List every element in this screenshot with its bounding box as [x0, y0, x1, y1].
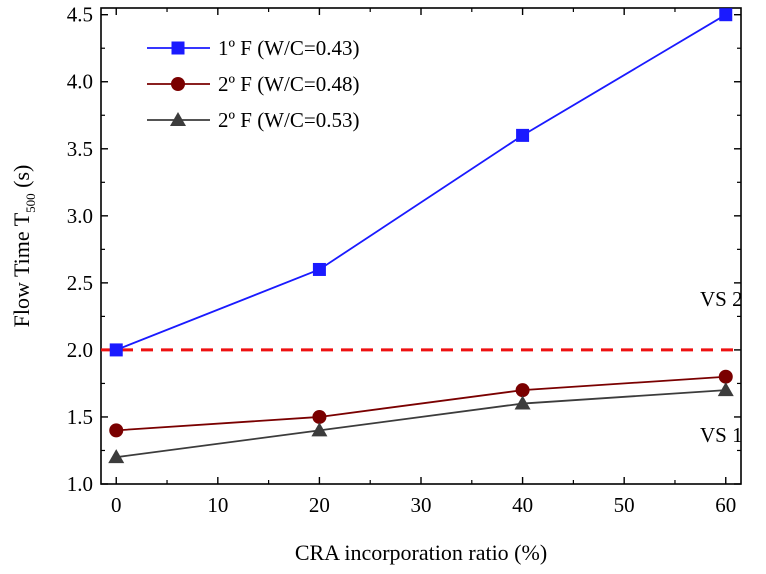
y-tick-label: 4.0	[67, 70, 93, 94]
series-line	[116, 375, 726, 432]
y-tick-label: 4.5	[67, 3, 93, 27]
legend-swatch-marker	[171, 41, 185, 55]
plot-border	[100, 7, 742, 485]
legend-label: 1º F (W/C=0.43)	[218, 36, 359, 60]
y-axis-title: Flow Time T500 (s)	[9, 165, 38, 328]
y-axis-title-subscript: 500	[23, 193, 38, 213]
legend-label: 2º F (W/C=0.48)	[218, 72, 359, 96]
y-tick-label: 2.5	[67, 271, 93, 295]
series-line	[115, 13, 727, 351]
series-1	[109, 8, 733, 357]
x-tick-label: 40	[512, 493, 533, 517]
y-axis-title-main: Flow Time T	[9, 212, 34, 327]
x-tick-label: 20	[309, 493, 330, 517]
data-point	[109, 343, 123, 357]
x-axis: 0 10 20 30 40 50 60	[111, 8, 736, 517]
x-tick-label: 30	[411, 493, 432, 517]
legend-swatch-marker	[170, 112, 186, 126]
data-point	[108, 449, 125, 464]
legend-item: 1º F (W/C=0.43)	[147, 36, 359, 60]
series-line	[116, 389, 726, 459]
data-point	[516, 128, 530, 142]
x-axis-title: CRA incorporation ratio (%)	[295, 540, 547, 565]
data-point	[719, 8, 733, 22]
y-tick-label: 3.5	[67, 137, 93, 161]
data-point	[312, 262, 326, 276]
data-point	[514, 395, 531, 410]
y-tick-label: 3.0	[67, 204, 93, 228]
y-tick-label: 2.0	[67, 338, 93, 362]
x-tick-label: 60	[715, 493, 736, 517]
plot-frame	[100, 7, 742, 485]
data-point	[718, 369, 733, 384]
y-axis-title-unit: (s)	[9, 165, 34, 194]
series-2	[109, 369, 733, 438]
legend-label: 2º F (W/C=0.53)	[218, 108, 359, 132]
data-point	[515, 383, 530, 398]
x-tick-label: 0	[111, 493, 122, 517]
zone-label-vs1: VS 1	[700, 423, 743, 447]
series-layer	[108, 8, 734, 464]
zone-label-vs2: VS 2	[700, 287, 743, 311]
data-point	[312, 409, 327, 424]
data-point	[311, 422, 328, 437]
legend-item: 2º F (W/C=0.48)	[147, 72, 359, 96]
legend-swatch-marker	[171, 77, 185, 91]
y-tick-label: 1.5	[67, 405, 93, 429]
x-tick-label: 10	[207, 493, 228, 517]
data-point	[717, 382, 734, 397]
x-tick-label: 50	[614, 493, 635, 517]
legend: 1º F (W/C=0.43) 2º F (W/C=0.48) 2º F (W/C=…	[147, 36, 359, 132]
data-point	[109, 423, 124, 438]
y-axis: 1.0 1.5 2.0 2.5 3.0 3.5 4.0 4.5	[67, 3, 741, 496]
legend-item: 2º F (W/C=0.53)	[147, 108, 359, 132]
series-3	[108, 382, 734, 464]
y-tick-label: 1.0	[67, 472, 93, 496]
